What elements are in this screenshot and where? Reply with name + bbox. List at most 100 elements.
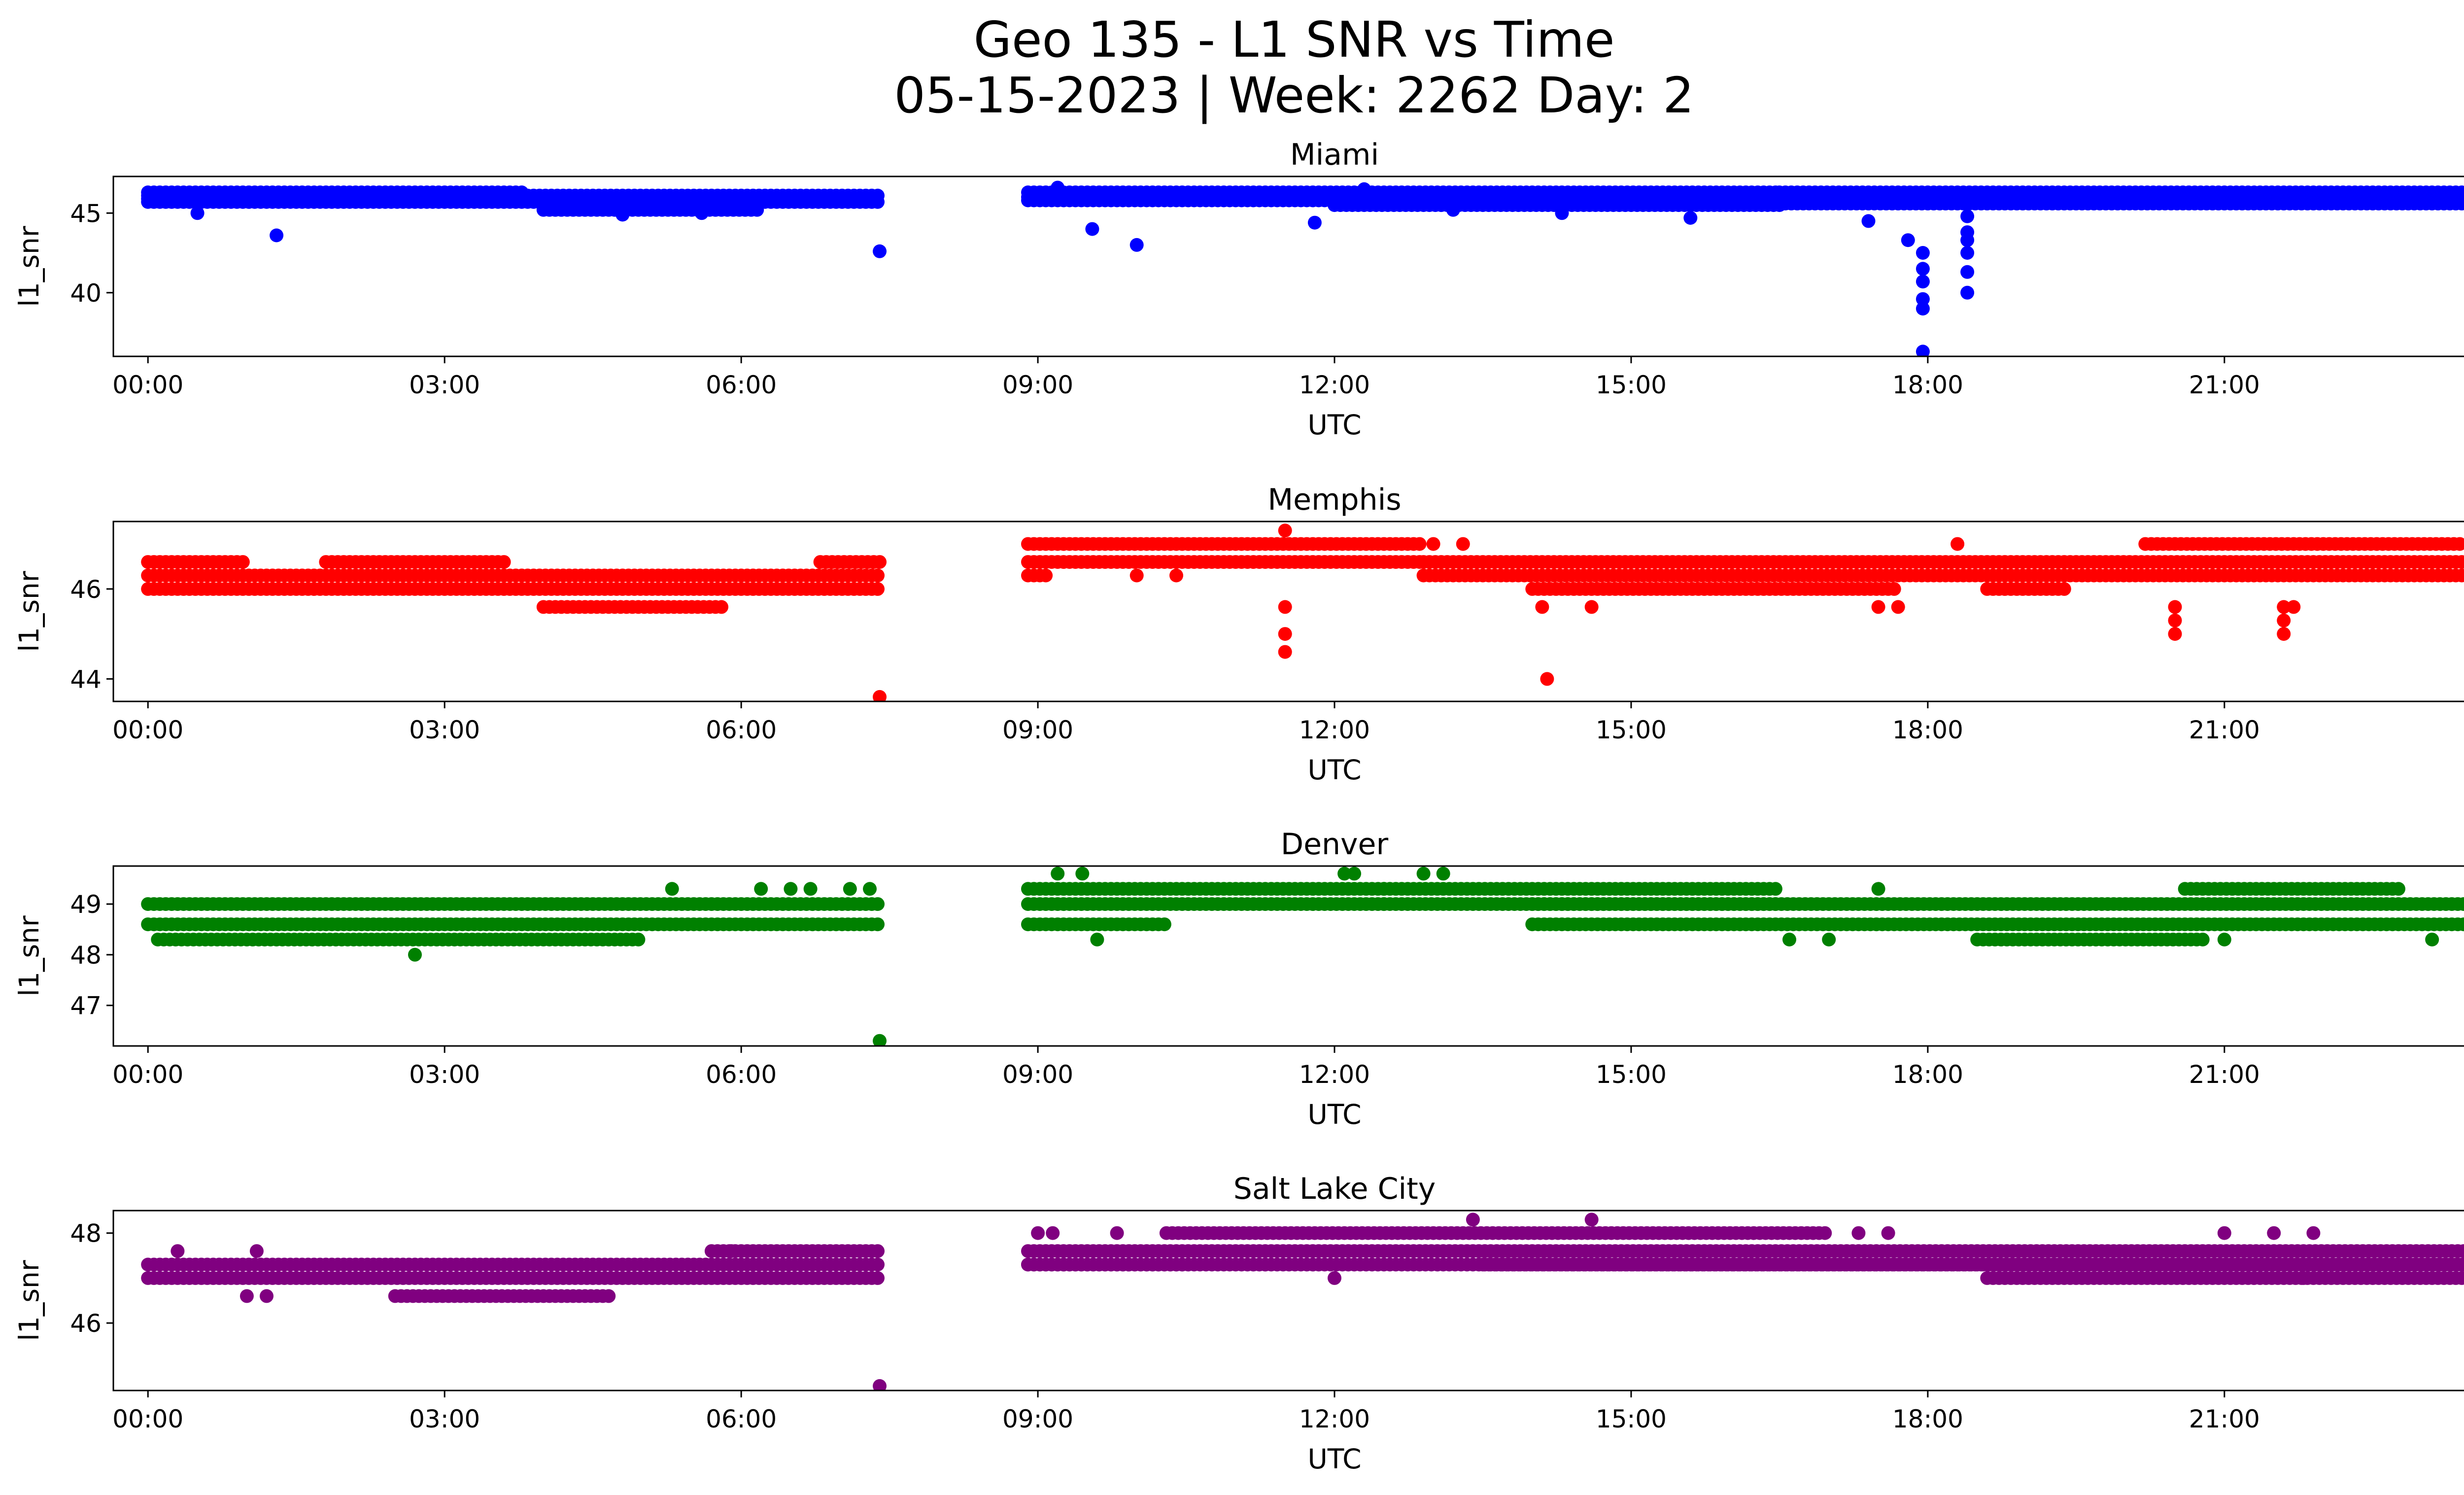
data-point-outlier: [2168, 600, 2182, 614]
data-point-outlier: [1861, 214, 1876, 228]
data-point-outlier: [1031, 1226, 1045, 1240]
data-point-outlier: [1951, 537, 1965, 551]
data-point-outlier: [1307, 215, 1322, 230]
data-point-outlier: [260, 1289, 274, 1303]
x-tick-label: 15:00: [1596, 1060, 1667, 1089]
y-axis-label: l1_snr: [13, 226, 45, 307]
data-point-outlier: [1278, 645, 1292, 659]
data-point-outlier: [1555, 206, 1569, 220]
data-point-outlier: [1416, 867, 1431, 881]
x-tick-label: 18:00: [1892, 716, 1963, 744]
data-point: [1157, 917, 1171, 932]
y-tick-label: 45: [70, 199, 102, 228]
data-point-outlier: [1584, 1213, 1599, 1227]
data-point-outlier: [1960, 285, 1975, 300]
data-point-outlier: [754, 882, 768, 896]
x-tick-label: 15:00: [1596, 1405, 1667, 1433]
data-point-outlier: [270, 228, 284, 243]
data-point-outlier: [2425, 933, 2439, 947]
x-tick-label: 03:00: [409, 716, 480, 744]
data-point-outlier: [694, 206, 709, 220]
data-point-outlier: [2306, 1226, 2321, 1240]
series-points: [141, 1213, 2464, 1391]
x-tick-label: 15:00: [1596, 716, 1667, 744]
data-point: [1412, 537, 1427, 551]
data-point: [514, 185, 529, 200]
data-point-outlier: [1916, 246, 1930, 260]
data-point-outlier: [1129, 238, 1144, 252]
data-point-outlier: [1916, 302, 1930, 316]
data-point: [750, 198, 764, 212]
y-axis-label: l1_snr: [13, 1260, 45, 1341]
data-point-outlier: [2168, 613, 2182, 627]
data-point-outlier: [1960, 246, 1975, 260]
data-point-outlier: [1822, 933, 1836, 947]
data-point-outlier: [1278, 600, 1292, 614]
x-tick-label: 03:00: [409, 1060, 480, 1089]
data-point-outlier: [1337, 867, 1352, 881]
x-tick-label: 00:00: [112, 1060, 183, 1089]
data-point-outlier: [1960, 233, 1975, 247]
data-point: [871, 188, 885, 203]
x-tick-label: 06:00: [706, 371, 777, 399]
x-tick-label: 21:00: [2189, 716, 2260, 744]
x-axis-label: UTC: [1307, 1099, 1361, 1130]
x-tick-label: 09:00: [1002, 1405, 1073, 1433]
y-tick-label: 46: [70, 1309, 102, 1338]
y-tick-label: 46: [70, 575, 102, 604]
panel-title: Miami: [1290, 138, 1379, 172]
data-point-outlier: [1540, 672, 1554, 686]
data-point-outlier: [1916, 262, 1930, 276]
data-point-outlier: [2168, 627, 2182, 641]
data-point: [1175, 1257, 1189, 1272]
x-tick-label: 12:00: [1299, 1405, 1370, 1433]
data-point: [2457, 897, 2464, 911]
data-point: [871, 568, 885, 583]
data-point-outlier: [2267, 1226, 2281, 1240]
data-point-outlier: [1085, 222, 1099, 236]
data-point-outlier: [1328, 1271, 1341, 1285]
data-point-outlier: [1466, 1213, 1480, 1227]
x-tick-label: 15:00: [1596, 371, 1667, 399]
data-point: [1039, 568, 1053, 583]
data-point: [2461, 1258, 2464, 1271]
x-tick-label: 03:00: [409, 371, 480, 399]
x-tick-label: 00:00: [112, 716, 183, 744]
data-point-outlier: [724, 1244, 738, 1258]
data-point: [2461, 556, 2464, 568]
data-point-outlier: [784, 882, 798, 896]
data-point-outlier: [1051, 867, 1065, 881]
data-point-outlier: [171, 1244, 185, 1258]
data-point: [871, 1271, 885, 1285]
panel-title: Denver: [1281, 827, 1389, 862]
data-point: [2461, 186, 2464, 199]
y-axis-label: l1_snr: [13, 571, 45, 652]
data-point-outlier: [1357, 182, 1371, 196]
x-tick-label: 09:00: [1002, 1060, 1073, 1089]
data-point-outlier: [1960, 209, 1975, 223]
data-point: [1887, 582, 1901, 596]
data-point: [236, 555, 250, 569]
data-point-outlier: [873, 244, 887, 258]
data-point-outlier: [803, 882, 818, 896]
data-point: [497, 555, 511, 569]
x-tick-label: 18:00: [1892, 371, 1963, 399]
panel-title: Salt Lake City: [1233, 1172, 1436, 1206]
x-tick-label: 06:00: [706, 716, 777, 744]
data-point: [602, 1289, 616, 1303]
x-tick-label: 12:00: [1299, 371, 1370, 399]
data-point: [2195, 933, 2210, 947]
data-point-outlier: [1683, 211, 1698, 225]
data-point: [2453, 537, 2464, 551]
x-tick-label: 18:00: [1892, 1060, 1963, 1089]
x-tick-label: 06:00: [706, 1405, 777, 1433]
data-point-outlier: [2277, 613, 2291, 627]
data-point-outlier: [1426, 537, 1440, 551]
x-tick-label: 21:00: [2189, 1405, 2260, 1433]
x-tick-label: 21:00: [2189, 371, 2260, 399]
y-tick-label: 48: [70, 1219, 102, 1248]
data-point-outlier: [1051, 180, 1065, 195]
data-point: [631, 933, 646, 947]
